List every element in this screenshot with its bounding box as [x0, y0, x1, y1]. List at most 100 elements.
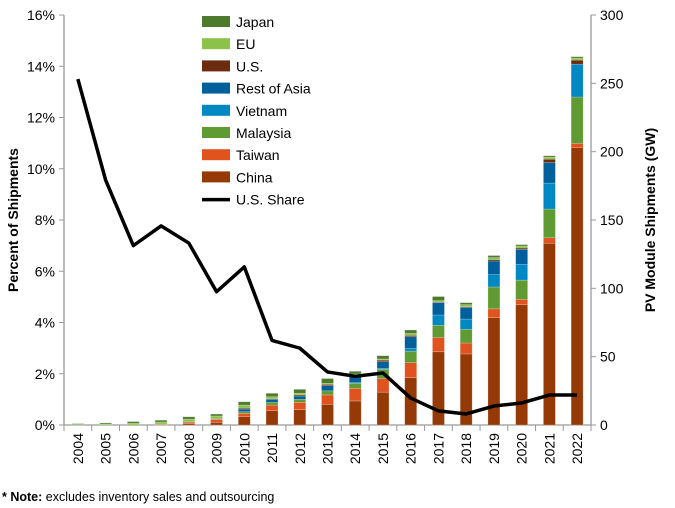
- note-label: * Note:: [2, 490, 43, 504]
- legend-label-1: EU: [236, 36, 255, 52]
- bar-malaysia-2018: [459, 329, 473, 344]
- bar-eu-2018: [459, 304, 473, 308]
- x-tick-label: 2016: [403, 433, 419, 464]
- bar-eu-2020: [515, 245, 528, 249]
- bar-japan-2011: [265, 392, 279, 398]
- bar-china-2021: [543, 242, 556, 426]
- left-tick-label: 6%: [35, 263, 55, 279]
- x-tick-label: 2009: [209, 433, 225, 464]
- legend-swatch-3: [202, 82, 230, 94]
- right-axis-label: PV Module Shipments (GW): [642, 128, 658, 312]
- bar-eu-2007: [154, 421, 168, 425]
- bar-vietnam-2018: [459, 318, 473, 330]
- right-tick-label: 50: [600, 349, 616, 365]
- bar-china-2009: [210, 421, 223, 426]
- bar-vietnam-2019: [487, 274, 501, 288]
- left-tick-label: 12%: [27, 110, 55, 126]
- bar-japan-2005: [99, 422, 112, 425]
- bar-rest-of-asia-2019: [487, 260, 501, 275]
- x-tick-label: 2019: [486, 433, 502, 464]
- bar-china-2017: [432, 351, 445, 426]
- bar-japan-2021: [543, 155, 556, 158]
- bar-china-2015: [376, 391, 390, 426]
- x-tick-label: 2004: [70, 433, 86, 464]
- x-tick-label: 2022: [569, 433, 585, 464]
- x-tick-label: 2020: [514, 433, 530, 464]
- bar-taiwan-2021: [543, 237, 556, 244]
- right-tick-label: 0: [600, 417, 608, 433]
- bar-u-s-2021: [543, 158, 556, 163]
- right-tick-label: 250: [600, 75, 624, 91]
- x-tick-label: 2005: [98, 433, 114, 464]
- bar-rest-of-asia-2015: [376, 361, 390, 369]
- bar-japan-2022: [570, 56, 584, 59]
- bar-malaysia-2014: [348, 383, 362, 389]
- left-tick-label: 10%: [27, 161, 55, 177]
- x-tick-label: 2010: [236, 433, 252, 464]
- bar-malaysia-2020: [515, 279, 528, 300]
- bar-japan-2018: [459, 302, 473, 306]
- right-tick-label: 200: [600, 144, 624, 160]
- bar-u-s-2011: [265, 398, 279, 400]
- legend-label-7: China: [236, 169, 273, 185]
- bar-taiwan-2013: [321, 394, 334, 405]
- legend-label-0: Japan: [236, 14, 274, 30]
- bar-malaysia-2022: [570, 96, 584, 144]
- bar-vietnam-2021: [543, 182, 556, 210]
- bar-malaysia-2012: [293, 399, 307, 403]
- bar-eu-2008: [182, 418, 196, 423]
- bar-taiwan-2014: [348, 388, 362, 402]
- left-tick-label: 14%: [27, 58, 55, 74]
- bar-malaysia-2019: [487, 286, 501, 310]
- bar-taiwan-2012: [293, 402, 307, 410]
- bar-china-2013: [321, 404, 334, 426]
- legend-swatch-5: [202, 127, 230, 138]
- bar-japan-2020: [515, 244, 528, 247]
- bar-taiwan-2018: [459, 342, 473, 355]
- legend-label-2: U.S.: [236, 58, 263, 74]
- bar-rest-of-asia-2021: [543, 162, 556, 184]
- bar-japan-2012: [293, 389, 307, 394]
- bar-japan-2015: [376, 355, 390, 360]
- bar-rest-of-asia-2010: [237, 408, 251, 413]
- bar-japan-2013: [321, 378, 334, 384]
- bar-japan-2014: [348, 370, 362, 375]
- bar-japan-2004: [71, 423, 85, 425]
- bar-china-2020: [515, 304, 528, 426]
- bar-eu-2021: [543, 156, 556, 160]
- bar-japan-2006: [127, 421, 140, 424]
- bar-malaysia-2013: [321, 390, 334, 396]
- legend-label-3: Rest of Asia: [236, 81, 311, 97]
- legend-swatch-2: [202, 60, 230, 72]
- legend-swatch-0: [202, 16, 230, 27]
- x-tick-label: 2015: [375, 433, 391, 464]
- bar-japan-2007: [154, 419, 168, 423]
- legend-swatch-6: [202, 149, 230, 161]
- x-tick-label: 2013: [320, 433, 336, 464]
- right-tick-label: 100: [600, 280, 624, 296]
- bar-u-s-2015: [376, 359, 390, 363]
- x-tick-label: 2012: [292, 433, 308, 464]
- bar-china-2014: [348, 400, 362, 426]
- bar-malaysia-2011: [265, 402, 279, 406]
- bar-u-s-2016: [404, 335, 418, 338]
- bar-eu-2013: [321, 383, 334, 385]
- note-text: excludes inventory sales and outsourcing: [42, 490, 275, 504]
- bar-vietnam-2022: [570, 63, 584, 98]
- bar-rest-of-asia-2016: [404, 336, 418, 349]
- bar-japan-2008: [182, 416, 196, 420]
- bar-malaysia-2016: [404, 350, 418, 363]
- legend-label-5: Malaysia: [236, 125, 291, 141]
- bar-taiwan-2016: [404, 362, 418, 379]
- bar-taiwan-2011: [265, 404, 279, 411]
- right-tick-label: 300: [600, 7, 624, 23]
- bar-rest-of-asia-2012: [293, 395, 307, 400]
- x-tick-label: 2007: [153, 433, 169, 464]
- bar-taiwan-2019: [487, 308, 501, 319]
- bar-japan-2009: [210, 413, 223, 417]
- bar-eu-2019: [487, 257, 501, 260]
- pv-shipments-chart: 0% 2% 4% 6% 8% 10% 12% 14% 16% 0 50 100 150 200 250 300…: [5, 7, 658, 464]
- bar-vietnam-2016: [404, 348, 418, 352]
- legend-label-4: Vietnam: [236, 103, 287, 119]
